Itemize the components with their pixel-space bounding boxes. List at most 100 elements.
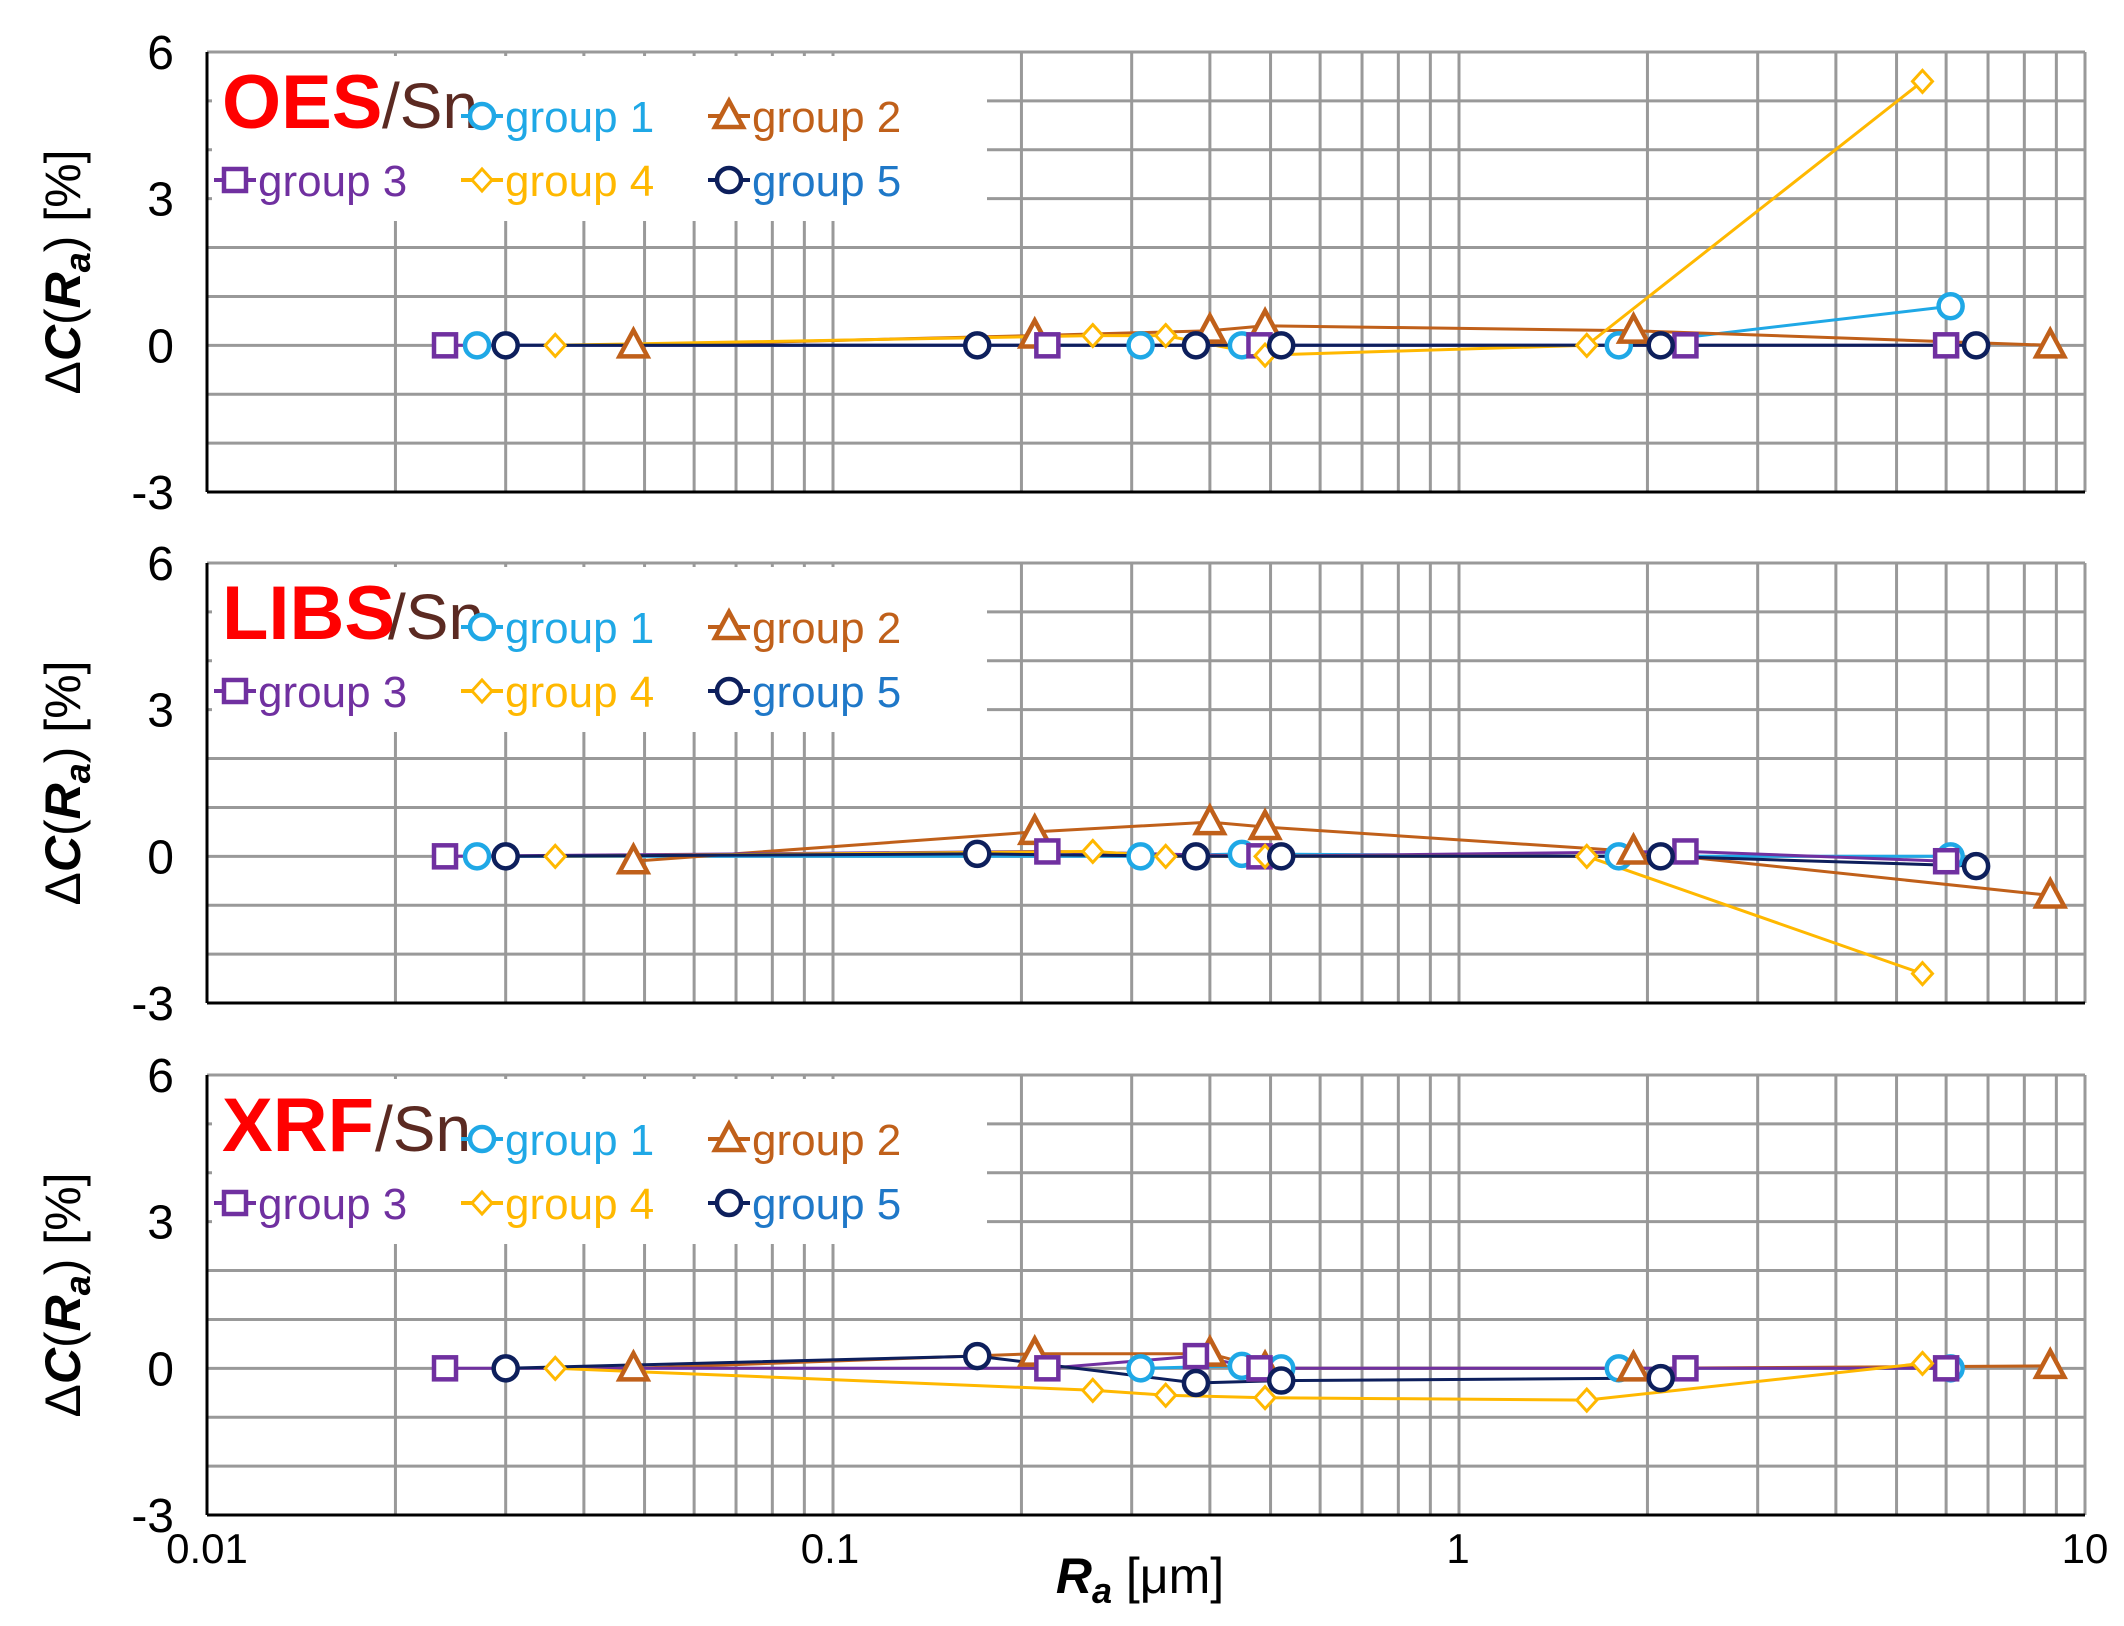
data-point-group-1 [1126, 842, 1155, 871]
y-tick-label: -3 [131, 467, 174, 520]
legend-item-group-5: group 5 [708, 668, 901, 717]
data-point-group-3 [1932, 1355, 1960, 1382]
data-point-group-4 [1910, 68, 1935, 95]
data-point-group-5 [963, 1341, 992, 1371]
data-series [431, 1333, 2069, 1414]
legend: OES/Sn group 1 group 2 group 3 group 4 group … [212, 56, 987, 221]
data-point-group-3 [431, 332, 459, 359]
data-point-group-5 [491, 331, 520, 360]
data-point-group-3 [1672, 838, 1699, 865]
data-point-group-2 [2032, 1346, 2069, 1380]
data-point-group-4 [1153, 843, 1178, 870]
data-point-group-4 [1910, 960, 1935, 987]
legend-marker [469, 1189, 495, 1217]
legend-background [212, 56, 987, 221]
data-point-group-3 [1932, 332, 1960, 359]
legend-marker [714, 676, 744, 706]
data-point-group-5 [491, 842, 520, 871]
y-tick-label: 0 [147, 831, 174, 884]
legend-item-group-1: group 1 [461, 93, 654, 142]
legend-item-group-5: group 5 [708, 1180, 901, 1229]
data-point-group-2 [1192, 802, 1228, 836]
legend-label: group 3 [258, 668, 407, 717]
legend-item-group-5: group 5 [708, 157, 901, 206]
y-tick-label: 0 [147, 320, 174, 373]
y-tick-label: 6 [147, 1050, 174, 1103]
data-point-group-4 [1080, 1377, 1105, 1404]
legend-item-group-4: group 4 [461, 668, 654, 717]
legend-label: group 1 [505, 1116, 654, 1165]
legend-label: group 4 [505, 157, 654, 206]
data-point-group-4 [1253, 1384, 1278, 1411]
x-tick-label: 1 [1446, 1525, 1469, 1572]
legend-item-group-1: group 1 [461, 604, 654, 653]
data-point-group-3 [1672, 332, 1699, 359]
legend-marker [711, 607, 747, 641]
legend-item-group-3: group 3 [214, 668, 407, 717]
data-point-group-4 [1574, 332, 1599, 359]
data-point-group-5 [1181, 1368, 1211, 1398]
y-axis-title: ΔC(Ra) [%] [35, 1172, 98, 1417]
data-point-group-2 [615, 1348, 652, 1382]
legend-label: group 5 [752, 1180, 901, 1229]
y-tick-label: -3 [131, 1490, 174, 1543]
data-point-group-2 [615, 841, 652, 875]
legend-item-group-1: group 1 [461, 1116, 654, 1165]
legend-background [212, 1079, 987, 1244]
legend-label: group 4 [505, 1180, 654, 1229]
legend-label: group 1 [505, 604, 654, 653]
data-point-group-5 [491, 1354, 520, 1383]
legend-label: group 3 [258, 157, 407, 206]
x-tick-label: 0.1 [801, 1525, 859, 1572]
legend-label: group 4 [505, 668, 654, 717]
legend-label: group 5 [752, 157, 901, 206]
panel-xrf: 6 3 0 -3 ΔC(Ra) [%] XRF/Sn group 1 group 2 group… [35, 1050, 2108, 1611]
data-point-group-4 [1080, 322, 1105, 349]
element-label: /Sn [388, 581, 484, 653]
y-tick-label: 3 [147, 174, 174, 227]
data-point-group-2 [1247, 807, 1283, 841]
y-tick-label: 3 [147, 685, 174, 738]
data-point-group-4 [1574, 843, 1599, 870]
legend-item-group-4: group 4 [461, 1180, 654, 1229]
data-point-group-4 [1574, 1386, 1599, 1414]
data-point-group-1 [1126, 331, 1155, 360]
y-axis-title: ΔC(Ra) [%] [35, 660, 98, 905]
legend-marker [469, 166, 495, 194]
legend: LIBS/Sn group 1 group 2 group 3 group 4 group… [212, 567, 987, 732]
legend-label: group 2 [752, 1116, 901, 1165]
data-point-group-3 [431, 1355, 459, 1382]
data-point-group-4 [1910, 1350, 1935, 1377]
legend-marker [221, 166, 249, 194]
data-point-group-5 [1266, 842, 1296, 871]
data-point-group-5 [963, 331, 992, 360]
data-point-group-2 [2032, 325, 2069, 359]
data-point-group-5 [963, 839, 992, 869]
series-line-group-2 [633, 1352, 2051, 1370]
legend-label: group 5 [752, 668, 901, 717]
data-point-group-3 [1672, 1355, 1699, 1382]
data-point-group-1 [1936, 291, 1965, 321]
legend-marker [714, 1188, 744, 1218]
data-point-group-3 [1246, 1355, 1273, 1382]
legend-marker [467, 612, 497, 642]
method-title: XRF [222, 1083, 374, 1168]
legend-label: group 3 [258, 1180, 407, 1229]
data-point-group-1 [1126, 1354, 1155, 1383]
y-tick-label: -3 [131, 978, 174, 1031]
legend-marker [711, 1119, 747, 1153]
data-point-group-5 [1961, 331, 1991, 360]
data-point-group-5 [1266, 1366, 1296, 1395]
data-point-group-5 [1181, 331, 1211, 360]
data-series [431, 802, 2069, 987]
legend-marker [467, 101, 497, 131]
data-point-group-3 [431, 843, 459, 870]
panel-oes: 6 3 0 -3 ΔC(Ra) [%] OES/Sn group 1 group 2 group… [35, 27, 2087, 520]
data-point-group-1 [462, 842, 492, 871]
legend-marker [221, 1189, 249, 1217]
data-point-group-5 [1646, 1363, 1675, 1393]
data-point-group-4 [1080, 838, 1105, 865]
legend-item-group-2: group 2 [708, 604, 901, 653]
legend-label: group 2 [752, 604, 901, 653]
